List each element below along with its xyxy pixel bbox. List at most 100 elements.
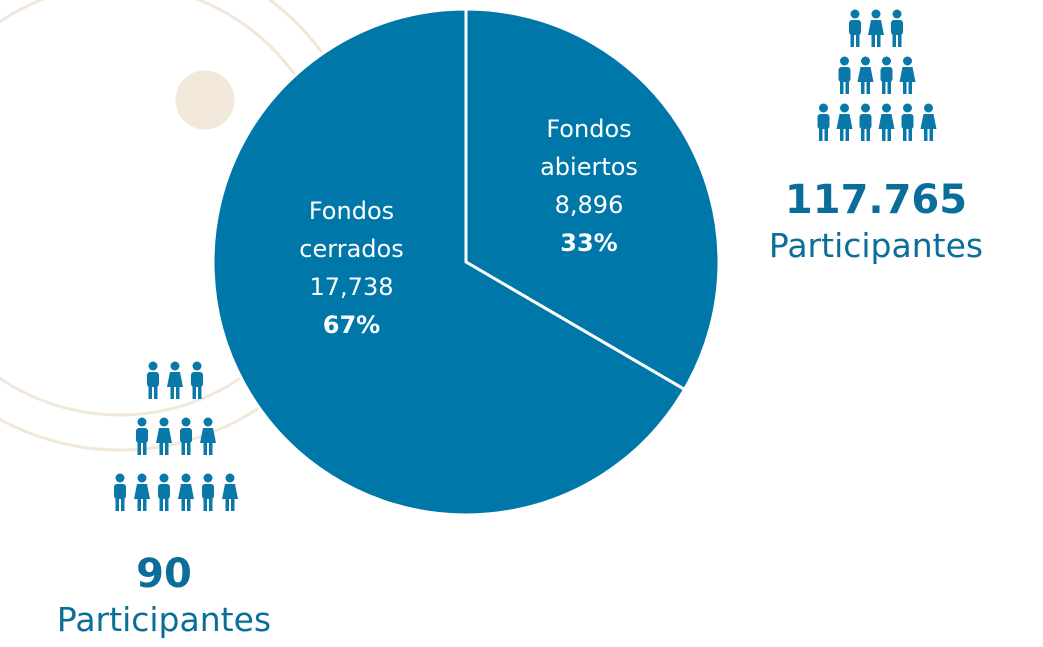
person-icon	[857, 56, 874, 94]
leg	[877, 34, 881, 47]
person-icon	[880, 56, 893, 94]
head	[882, 56, 891, 66]
leg	[121, 498, 125, 511]
head	[861, 103, 870, 113]
pie-slice	[464, 7, 721, 392]
person-icon	[134, 473, 150, 511]
head	[181, 417, 191, 427]
leg	[845, 81, 849, 94]
head	[181, 473, 191, 483]
head	[840, 103, 849, 113]
person-icon	[222, 473, 238, 511]
head	[115, 473, 125, 483]
body	[114, 484, 126, 499]
participants: 90 Participantes	[14, 550, 314, 642]
head	[850, 9, 860, 19]
leg	[840, 128, 844, 141]
body	[156, 428, 172, 443]
person-icon	[891, 9, 903, 47]
person-icon	[156, 417, 172, 455]
leg	[170, 386, 174, 399]
slice-value: 17,738	[309, 273, 394, 301]
body	[178, 484, 194, 499]
head	[159, 417, 169, 427]
body	[817, 114, 830, 129]
person-icon	[147, 361, 159, 399]
body	[147, 372, 159, 387]
leg	[203, 442, 207, 455]
person-icon	[191, 361, 203, 399]
body	[180, 428, 192, 443]
slice-label: Fondos abiertos 8,896 33%	[504, 110, 674, 262]
person-icon	[838, 56, 851, 94]
leg	[929, 128, 933, 141]
body	[836, 114, 853, 129]
leg	[924, 128, 928, 141]
leg	[892, 34, 896, 47]
body	[134, 484, 150, 499]
body	[136, 428, 148, 443]
leg	[181, 498, 185, 511]
participants-number: 90	[136, 551, 192, 597]
head	[882, 103, 891, 113]
leg	[866, 128, 870, 141]
slice-name: Fondos abiertos	[540, 115, 638, 181]
person-icon	[836, 103, 853, 141]
participants: 117.765 Participantes	[726, 176, 1026, 268]
person-icon	[817, 103, 830, 141]
head	[871, 9, 881, 19]
leg	[840, 81, 844, 94]
leg	[203, 498, 207, 511]
person-icon	[901, 103, 914, 141]
body	[901, 114, 914, 129]
head	[892, 9, 902, 19]
body	[838, 67, 851, 82]
leg	[181, 442, 185, 455]
leg	[871, 34, 875, 47]
pie-slice	[211, 7, 687, 517]
leg	[861, 128, 865, 141]
leg	[198, 386, 202, 399]
body	[859, 114, 872, 129]
leg	[231, 498, 235, 511]
head	[903, 56, 912, 66]
person-icon	[899, 56, 916, 94]
leg	[903, 81, 907, 94]
person-icon	[200, 417, 216, 455]
body	[849, 20, 861, 35]
head	[203, 417, 213, 427]
leg	[137, 498, 141, 511]
leg	[903, 128, 907, 141]
leg	[845, 128, 849, 141]
leg	[165, 498, 169, 511]
leg	[187, 442, 191, 455]
leg	[209, 442, 213, 455]
body	[878, 114, 895, 129]
leg	[192, 386, 196, 399]
body	[868, 20, 884, 35]
body	[200, 428, 216, 443]
head	[225, 473, 235, 483]
slice-label: Fondos cerrados 17,738 67%	[264, 192, 439, 344]
leg	[882, 128, 886, 141]
head	[903, 103, 912, 113]
person-icon	[878, 103, 895, 141]
leg	[148, 386, 152, 399]
body	[191, 372, 203, 387]
head	[137, 473, 147, 483]
person-icon	[180, 417, 192, 455]
head	[924, 103, 933, 113]
leg	[159, 442, 163, 455]
person-icon	[167, 361, 183, 399]
leg	[209, 498, 213, 511]
head	[137, 417, 147, 427]
body	[920, 114, 937, 129]
body	[857, 67, 874, 82]
leg	[225, 498, 229, 511]
head	[148, 361, 158, 371]
head	[819, 103, 828, 113]
leg	[154, 386, 158, 399]
leg	[143, 498, 147, 511]
